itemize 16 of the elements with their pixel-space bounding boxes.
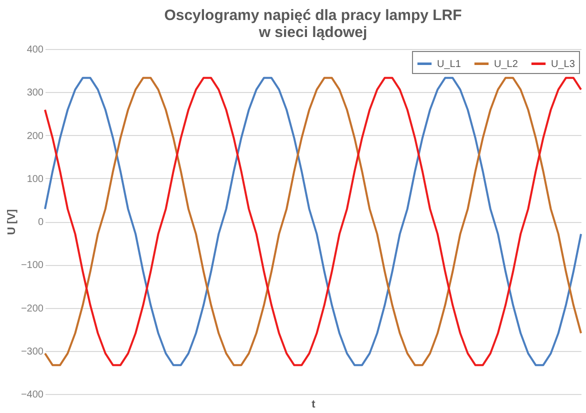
y-axis-title: U [V] xyxy=(6,208,18,235)
legend-label: U_L1 xyxy=(437,58,462,70)
legend-label: U_L2 xyxy=(494,58,518,70)
y-tick-label: 400 xyxy=(26,44,44,56)
y-tick-label: −200 xyxy=(20,303,44,314)
y-tick-label: 200 xyxy=(26,130,44,142)
x-axis-title: t xyxy=(312,398,316,410)
line-series xyxy=(44,76,582,366)
y-tick-label: 100 xyxy=(26,174,44,185)
y-tick-label: −300 xyxy=(20,346,44,358)
y-tick-label: 300 xyxy=(26,88,44,99)
legend-label: U_L3 xyxy=(551,58,576,70)
y-tick-label: −100 xyxy=(20,260,44,272)
chart-title: Oscylogramy napięć dla pracy lampy LRF w sieci lądowej xyxy=(164,7,462,41)
y-tick-label: 0 xyxy=(38,217,44,228)
y-tick-label: −400 xyxy=(20,390,44,400)
